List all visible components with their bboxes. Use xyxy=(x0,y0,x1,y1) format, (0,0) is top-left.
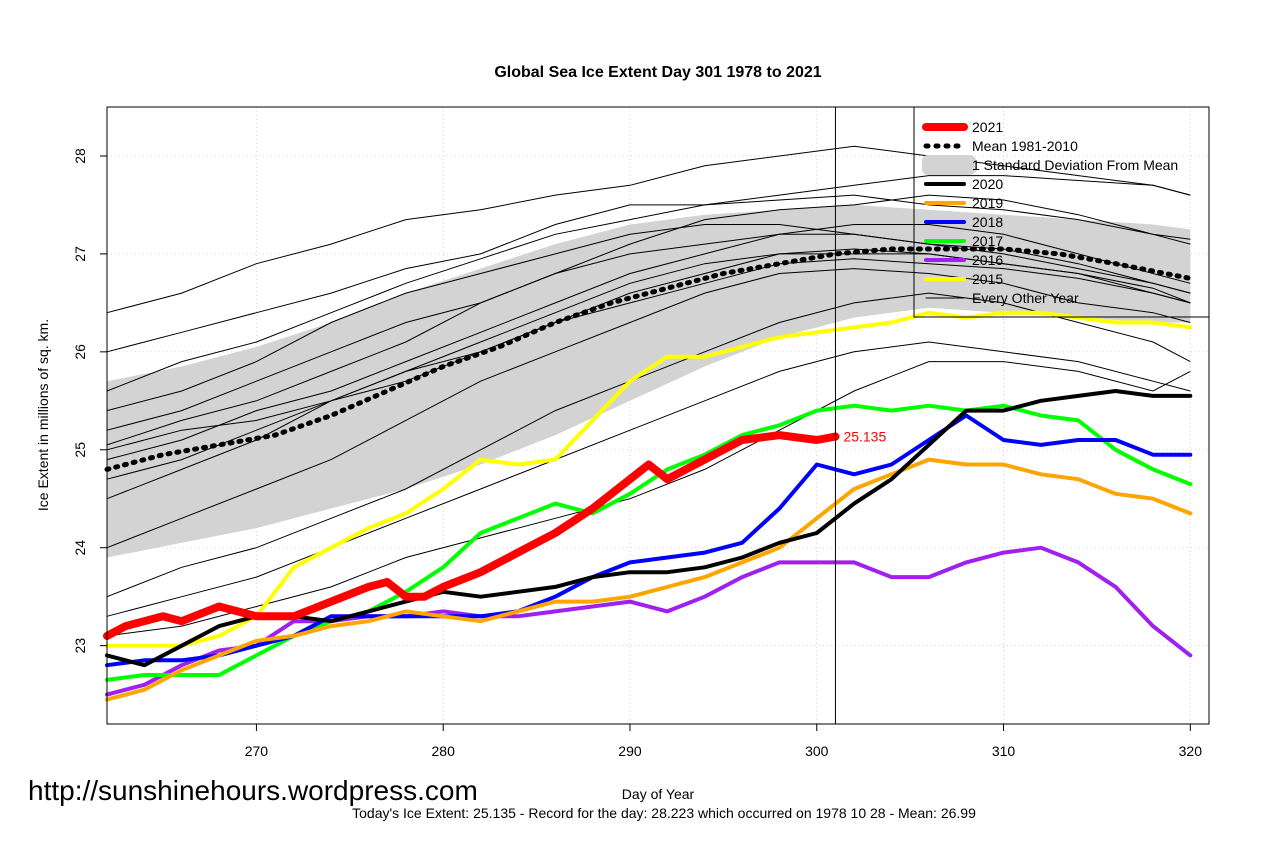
legend-label: 2020 xyxy=(972,176,1003,192)
series-line-2015 xyxy=(105,310,1193,648)
every-other-year-line xyxy=(106,224,1191,461)
legend-label: 2018 xyxy=(972,214,1003,230)
watermark-url: http://sunshinehours.wordpress.com xyxy=(28,775,478,806)
chart-title: Global Sea Ice Extent Day 301 1978 to 20… xyxy=(494,64,821,81)
series-line-mean-1981-2010 xyxy=(104,246,1193,472)
x-tick-label: 320 xyxy=(1179,743,1203,759)
x-tick-label: 310 xyxy=(992,743,1016,759)
legend: 2021 Mean 1981-2010 1 Standard Deviation F… xyxy=(913,106,1210,318)
y-tick-label: 26 xyxy=(72,344,88,360)
y-tick-label: 25 xyxy=(72,442,88,458)
std-dev-band xyxy=(107,204,1191,558)
x-tick-label: 270 xyxy=(245,743,269,759)
x-axis-label: Day of Year xyxy=(622,786,695,802)
series-line-2016 xyxy=(105,545,1193,697)
every-other-year-line xyxy=(106,194,1191,392)
y-axis-label: Ice Extent in millions of sq. km. xyxy=(35,319,51,511)
every-other-year-line xyxy=(106,233,1191,431)
every-other-year-line xyxy=(106,145,1191,314)
every-other-year-line xyxy=(106,224,1191,412)
x-tick-label: 300 xyxy=(805,743,829,759)
legend-label: 2021 xyxy=(972,119,1003,135)
legend-label: 2017 xyxy=(972,233,1003,249)
every-other-year-line xyxy=(106,268,1191,549)
legend-label: Mean 1981-2010 xyxy=(972,138,1078,154)
x-tick-label: 290 xyxy=(618,743,642,759)
current-value-label: 25.135 xyxy=(843,429,886,445)
y-tick-label: 24 xyxy=(72,540,88,556)
plot-frame xyxy=(106,106,1210,725)
legend-label: 2019 xyxy=(972,195,1003,211)
every-other-year-line xyxy=(106,253,1191,480)
series-line-2021 xyxy=(103,431,840,640)
legend-label: 2015 xyxy=(972,271,1003,287)
every-other-year-line xyxy=(106,258,1191,451)
every-other-year-line xyxy=(106,361,1191,637)
legend-label: 1 Standard Deviation From Mean xyxy=(972,157,1178,173)
legend-swatch-band xyxy=(922,155,976,175)
series-lines: 25.135 xyxy=(103,246,1193,702)
std-dev-band-area xyxy=(107,204,1191,558)
y-tick-label: 23 xyxy=(72,638,88,654)
series-line-2019 xyxy=(105,457,1193,702)
every-other-year-line xyxy=(106,175,1191,353)
summary-footer: Today's Ice Extent: 25.135 - Record for … xyxy=(352,805,976,821)
every-other-year-line xyxy=(106,194,1191,446)
y-tick-label: 28 xyxy=(72,148,88,164)
axes: 270 280 290 300 310 320 23 24 25 26 27 28 xyxy=(72,148,1202,759)
legend-label: 2016 xyxy=(972,252,1003,268)
every-other-year-line xyxy=(106,341,1191,617)
y-tick-label: 27 xyxy=(72,246,88,262)
legend-label: Every Other Year xyxy=(972,290,1079,306)
x-tick-label: 280 xyxy=(432,743,456,759)
